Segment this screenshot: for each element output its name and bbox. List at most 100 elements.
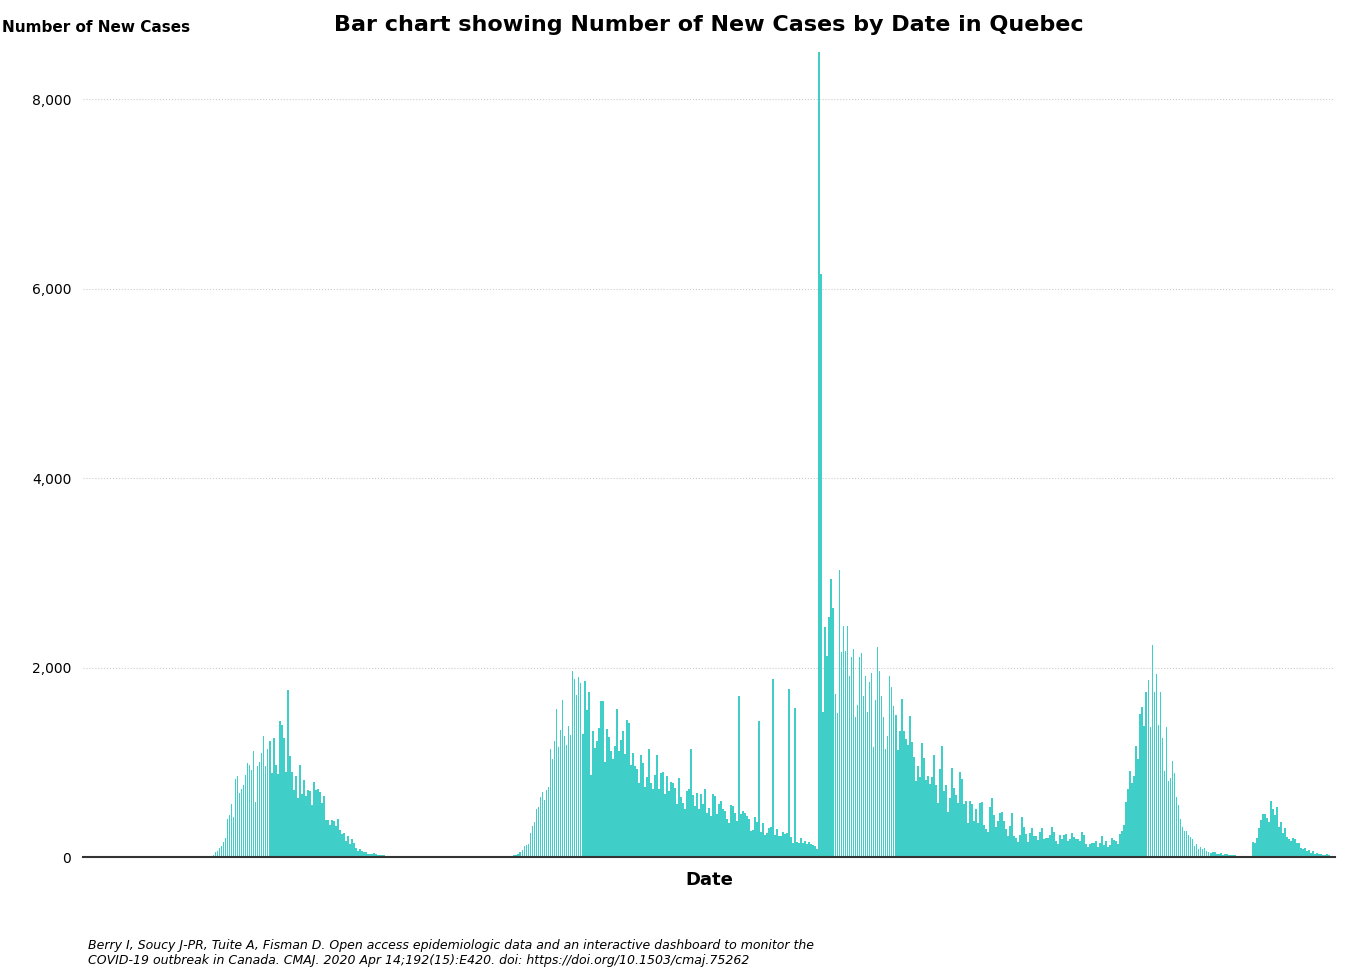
Bar: [360, 850, 363, 857]
Bar: [1242, 856, 1243, 857]
Bar: [780, 836, 782, 857]
Bar: [734, 814, 736, 857]
Bar: [598, 728, 599, 857]
Bar: [892, 706, 895, 857]
Bar: [544, 800, 545, 857]
Bar: [925, 780, 926, 857]
Bar: [1003, 821, 1004, 857]
Bar: [347, 836, 348, 857]
Bar: [1177, 805, 1180, 857]
Bar: [1276, 808, 1277, 857]
Bar: [963, 805, 965, 857]
Bar: [821, 274, 822, 857]
Bar: [884, 749, 887, 857]
Bar: [1083, 835, 1085, 857]
Bar: [356, 850, 359, 857]
Bar: [794, 709, 796, 857]
Bar: [1077, 839, 1079, 857]
Bar: [958, 772, 961, 857]
Bar: [876, 647, 879, 857]
Bar: [342, 834, 343, 857]
Bar: [369, 853, 371, 857]
Bar: [392, 856, 393, 857]
Bar: [879, 671, 880, 857]
Bar: [868, 681, 871, 857]
Bar: [1099, 843, 1102, 857]
Bar: [726, 818, 728, 857]
Bar: [1314, 854, 1316, 857]
Bar: [451, 856, 454, 857]
Bar: [1015, 838, 1017, 857]
Bar: [1004, 829, 1007, 857]
Bar: [632, 753, 633, 857]
Bar: [1098, 848, 1099, 857]
Bar: [1149, 727, 1152, 857]
Bar: [864, 676, 867, 857]
Bar: [556, 710, 558, 857]
Bar: [352, 843, 355, 857]
Bar: [760, 832, 761, 857]
Bar: [1193, 846, 1196, 857]
Bar: [1278, 827, 1280, 857]
Bar: [991, 797, 992, 857]
Bar: [458, 855, 459, 857]
Bar: [313, 781, 315, 857]
Bar: [718, 805, 720, 857]
Bar: [251, 770, 252, 857]
Bar: [1251, 843, 1254, 857]
Bar: [666, 777, 668, 857]
Bar: [636, 769, 637, 857]
Bar: [608, 738, 610, 857]
Bar: [1073, 837, 1075, 857]
Bar: [586, 711, 587, 857]
Bar: [1106, 841, 1107, 857]
Bar: [239, 793, 240, 857]
Bar: [525, 845, 528, 857]
Bar: [1184, 831, 1185, 857]
Bar: [1308, 850, 1309, 857]
Bar: [937, 803, 938, 857]
Bar: [274, 765, 277, 857]
Bar: [702, 804, 703, 857]
Bar: [1060, 835, 1061, 857]
Bar: [872, 747, 875, 857]
Bar: [1260, 819, 1262, 857]
Bar: [1272, 809, 1273, 857]
Bar: [606, 729, 608, 857]
Bar: [231, 804, 232, 857]
Bar: [1103, 845, 1106, 857]
Bar: [298, 765, 301, 857]
Bar: [590, 775, 591, 857]
Bar: [907, 745, 909, 857]
Bar: [1160, 692, 1161, 857]
Bar: [648, 749, 649, 857]
Bar: [930, 777, 933, 857]
Bar: [915, 781, 917, 857]
Bar: [582, 734, 583, 857]
Bar: [845, 651, 846, 857]
Bar: [764, 835, 765, 857]
Bar: [678, 778, 680, 857]
Bar: [888, 676, 891, 857]
Bar: [1164, 771, 1165, 857]
Bar: [1135, 746, 1137, 857]
Bar: [1041, 828, 1044, 857]
Bar: [751, 831, 752, 857]
Bar: [339, 830, 340, 857]
Bar: [244, 776, 247, 857]
Bar: [594, 748, 595, 857]
Bar: [1212, 851, 1214, 857]
Bar: [698, 809, 699, 857]
Bar: [1168, 781, 1169, 857]
Bar: [524, 846, 525, 857]
Bar: [512, 856, 513, 857]
Bar: [863, 696, 864, 857]
Bar: [732, 807, 734, 857]
Bar: [620, 741, 621, 857]
Bar: [649, 782, 652, 857]
Bar: [610, 751, 612, 857]
Bar: [887, 736, 888, 857]
Bar: [850, 657, 852, 857]
Bar: [1002, 812, 1003, 857]
Bar: [711, 794, 714, 857]
